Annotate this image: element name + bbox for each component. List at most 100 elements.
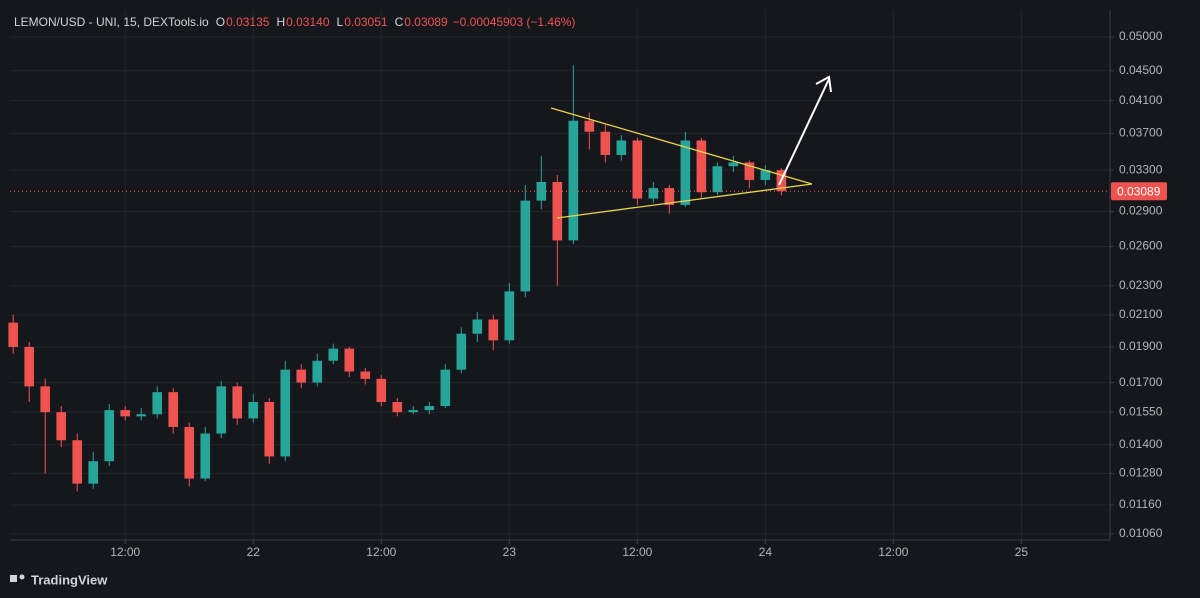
candle-body — [712, 166, 723, 193]
candle-body — [600, 131, 611, 155]
y-tick-label: 0.01060 — [1119, 526, 1163, 540]
candle-body — [8, 322, 19, 347]
breakout-arrow — [778, 78, 830, 186]
candle-body — [120, 410, 131, 417]
x-tick-label: 12:00 — [110, 545, 140, 559]
header-text: LEMON/USD - UNI, 15, DEXTools.io O0.03135… — [14, 15, 575, 29]
y-tick-label: 0.03300 — [1119, 162, 1163, 176]
candle-body — [456, 333, 467, 370]
candle-body — [344, 348, 355, 372]
candle-body — [472, 319, 483, 334]
candle-body — [248, 402, 259, 419]
candle-body — [184, 426, 195, 479]
x-tick-label: 25 — [1015, 545, 1029, 559]
header: LEMON/USD - UNI, 15, DEXTools.io O0.03135… — [14, 15, 575, 29]
candle-body — [200, 433, 211, 479]
ohlc-value: 0.03135 — [226, 15, 270, 29]
candles — [8, 65, 1110, 492]
arrow-head — [815, 75, 832, 93]
y-tick-label: 0.01550 — [1119, 404, 1163, 418]
y-tick-label: 0.03700 — [1119, 126, 1163, 140]
candle-body — [328, 348, 339, 361]
candle-body — [24, 346, 35, 387]
symbol-title: LEMON/USD - UNI, 15, DEXTools.io — [14, 15, 209, 29]
candle-body — [56, 412, 67, 441]
candle-body — [520, 200, 531, 292]
candle-body — [632, 140, 643, 199]
y-tick-label: 0.04100 — [1119, 93, 1163, 107]
y-tick-label: 0.02100 — [1119, 307, 1163, 321]
candle-body — [664, 188, 675, 205]
candle-body — [72, 440, 83, 484]
candle-body — [408, 410, 419, 413]
y-tick-label: 0.04500 — [1119, 63, 1163, 77]
candle-body — [536, 181, 547, 201]
drawings — [550, 75, 832, 219]
ohlc-value: 0.03089 — [404, 15, 448, 29]
brand: TradingView — [10, 572, 108, 587]
candle-body — [568, 120, 579, 241]
triangle-upper-line — [550, 107, 813, 185]
x-tick-label: 12:00 — [622, 545, 652, 559]
y-tick-label: 0.01700 — [1119, 375, 1163, 389]
ohlc-key: O — [216, 15, 225, 29]
candle-body — [424, 406, 435, 411]
last-price-tag — [1111, 182, 1167, 201]
last-price-label: 0.03089 — [1117, 184, 1161, 198]
candle-body — [584, 120, 595, 132]
y-tick-label: 0.02900 — [1119, 204, 1163, 218]
candle-body — [504, 291, 515, 341]
candle-body — [648, 188, 659, 199]
ohlc-key: C — [395, 15, 404, 29]
y-tick-label: 0.02300 — [1119, 278, 1163, 292]
candle-body — [680, 140, 691, 205]
candle-body — [696, 140, 707, 193]
x-tick-label: 12:00 — [366, 545, 396, 559]
x-tick-label: 22 — [247, 545, 261, 559]
triangle-lower-line — [556, 183, 813, 219]
y-tick-label: 0.01900 — [1119, 339, 1163, 353]
y-tick-label: 0.02600 — [1119, 239, 1163, 253]
ohlc-key: H — [276, 15, 285, 29]
candle-body — [760, 170, 771, 180]
grid — [10, 10, 1110, 540]
candle-body — [104, 410, 115, 462]
candle-body — [136, 414, 147, 417]
candle-body — [616, 140, 627, 155]
candle-body — [264, 402, 275, 457]
candle-body — [488, 319, 499, 341]
candle-body — [296, 369, 307, 383]
candle-body — [88, 461, 99, 484]
ohlc-key: L — [337, 15, 344, 29]
candle-body — [40, 386, 51, 413]
axes: 0.05000 0.04500 0.04100 0.03700 0.03300 0.029… — [110, 29, 1167, 559]
candle-body — [728, 162, 739, 167]
y-tick-label: 0.01160 — [1119, 497, 1162, 511]
ohlc-value: 0.03140 — [286, 15, 330, 29]
candle-body — [744, 162, 755, 180]
candle-body — [392, 402, 403, 413]
candle-body — [168, 392, 179, 427]
x-tick-label: 23 — [503, 545, 517, 559]
y-tick-label: 0.01280 — [1119, 466, 1163, 480]
candle-body — [440, 369, 451, 407]
candle-body — [552, 181, 563, 241]
brand-logo-dot — [19, 574, 25, 580]
candle-body — [312, 360, 323, 383]
brand-logo — [10, 575, 17, 582]
price-change: −0.00045903 (−1.46%) — [453, 15, 576, 29]
y-tick-label: 0.05000 — [1119, 29, 1163, 43]
brand-name: TradingView — [31, 572, 108, 587]
candle-body — [280, 369, 291, 457]
candle-body — [152, 392, 163, 415]
x-tick-label: 24 — [759, 545, 773, 559]
candle-body — [376, 378, 387, 403]
candle-body — [232, 386, 243, 419]
ohlc-value: 0.03051 — [344, 15, 388, 29]
candle-body — [360, 371, 371, 379]
candle-body — [216, 386, 227, 434]
y-tick-label: 0.01400 — [1119, 437, 1163, 451]
